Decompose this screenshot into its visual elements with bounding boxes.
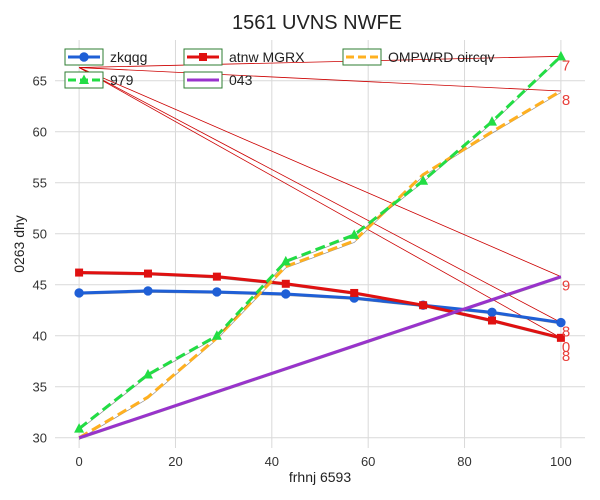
legend-item: 979 [64,71,134,89]
x-tick-label: 80 [457,454,471,469]
data-point [349,229,360,239]
data-point [79,52,89,62]
y-tick-label: 50 [33,226,47,241]
data-point [488,316,497,325]
y-tick-label: 45 [33,277,47,292]
data-point [556,333,565,342]
y-tick-label: 65 [33,73,47,88]
data-point [555,50,566,61]
data-point [74,423,85,433]
reference-line [79,67,561,92]
grid-layer [55,40,585,448]
end-label: 8 [562,324,570,341]
reference-line [79,55,561,68]
data-point [418,175,429,185]
end-label: 7 [562,57,570,74]
data-point [350,288,359,297]
legend-label: OMPWRD oircqv [388,49,495,65]
x-tick-label: 0 [75,454,82,469]
reference-lines [78,55,562,339]
data-point [74,288,84,298]
legend-label: 979 [110,72,134,88]
series-line [78,89,562,440]
y-tick-label: 60 [33,124,47,139]
legend-label: atnw MGRX [229,49,305,65]
x-tick-label: 40 [265,454,279,469]
series-line [79,271,562,340]
legend-item: atnw MGRX [183,48,305,66]
reference-line [78,67,562,339]
end-label: 8 [562,348,570,365]
series-043 [78,275,562,440]
data-point [281,289,291,299]
data-point [487,116,498,126]
series-line [79,289,562,325]
data-point [487,307,497,318]
series-atnw-mgrx [75,268,565,342]
end-label: 8 [562,92,570,109]
y-tick-label: 55 [33,175,47,190]
data-point [79,74,89,84]
series-ompwrd-oircqv [78,89,562,440]
x-tick-label: 20 [168,454,182,469]
data-point [143,286,153,296]
series-zkqqg [74,286,566,328]
x-tick-label: 60 [361,454,375,469]
end-label: 9 [562,278,570,295]
legend-item: 043 [183,71,253,89]
data-point [211,330,222,340]
end-label: 0 [562,339,570,356]
y-tick-label: 30 [33,430,47,445]
legend-item: OMPWRD oircqv [342,48,495,66]
y-tick-label: 35 [33,379,47,394]
data-point [280,255,291,266]
data-point [75,268,84,277]
data-point [199,53,207,61]
series-979 [74,50,566,433]
data-point [281,279,290,288]
data-point [212,287,222,297]
series-layer [74,50,566,440]
x-axis-label: frhnj 6593 [289,469,351,485]
data-point [419,301,428,310]
x-tick-label: 100 [550,454,572,469]
y-axis-label: 0263 dhy [11,215,27,273]
reference-line [78,67,562,278]
data-point [212,272,221,281]
reference-line [78,67,562,323]
legend: zkqqg atnw MGRX OMPWRD oircqv 979 043 [64,48,495,89]
legend-item: zkqqg [64,48,147,66]
chart-title: 1561 UVNS NWFE [232,12,402,34]
data-point [142,369,153,379]
series-line [78,55,562,430]
legend-label: zkqqg [110,49,147,65]
y-tick-label: 40 [33,328,47,343]
legend-label: 043 [229,72,253,88]
series-line [78,275,562,440]
data-point [556,317,566,328]
data-point [143,269,152,278]
